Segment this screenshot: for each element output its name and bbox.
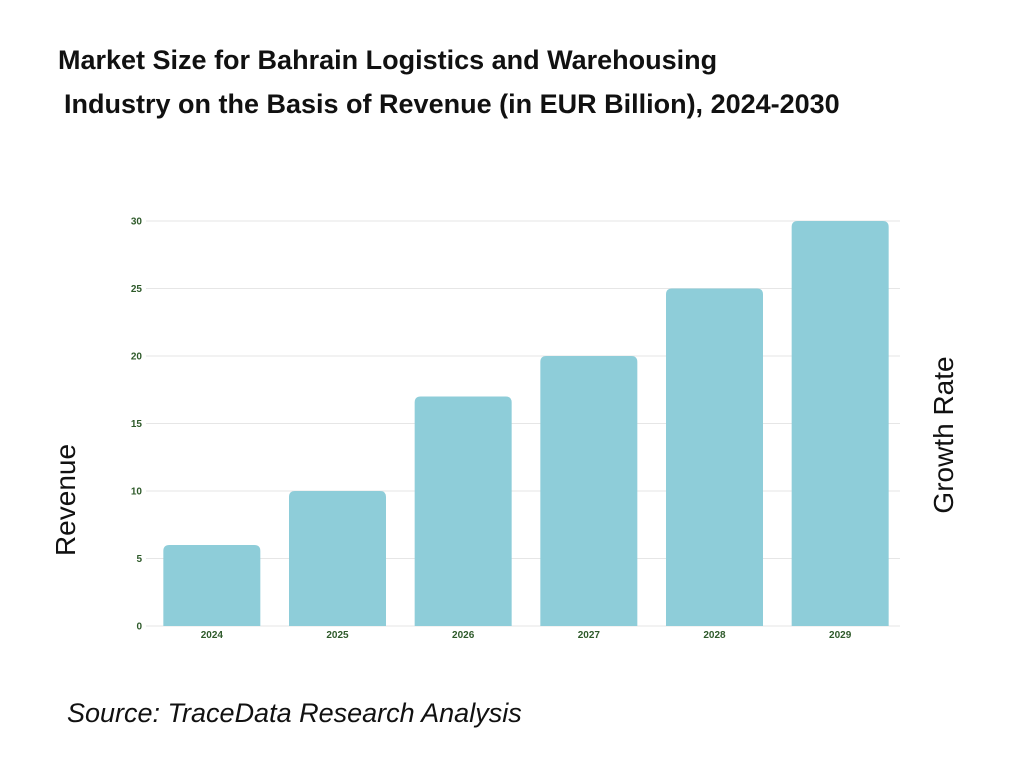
y-tick-label: 5: [136, 554, 142, 565]
x-tick-label: 2025: [326, 630, 349, 641]
y-axis-label: Revenue: [50, 443, 81, 557]
x-tick-labels: 2024 2025 2026 2027 2028 2029: [201, 630, 852, 641]
y-tick-label: 0: [136, 622, 142, 633]
bar-2024: [163, 545, 261, 626]
bar-2028: [666, 288, 763, 626]
y-tick-label: 30: [131, 217, 143, 228]
bar-2025: [289, 491, 386, 626]
y-tick-label: 10: [131, 487, 143, 498]
x-tick-label: 2029: [829, 630, 852, 641]
x-tick-label: 2026: [452, 630, 475, 641]
bar-2027: [540, 356, 638, 626]
bar-2029: [791, 221, 889, 626]
chart-title-line-1: Market Size for Bahrain Logistics and Wa…: [58, 45, 718, 75]
y-tick-label: 15: [131, 419, 143, 430]
bars: [163, 221, 889, 626]
chart-title-line-2: Industry on the Basis of Revenue (in EUR…: [64, 89, 840, 119]
x-tick-label: 2028: [703, 630, 726, 641]
source-note: Source: TraceData Research Analysis: [67, 698, 522, 728]
gridlines: [146, 220, 900, 627]
secondary-y-axis-label: Growth Rate: [928, 356, 959, 514]
y-tick-label: 20: [131, 352, 143, 363]
x-tick-label: 2027: [578, 630, 601, 641]
y-tick-label: 25: [131, 284, 143, 295]
y-tick-labels: 0 5 10 15 20 25 30: [131, 217, 143, 633]
chart-title: Market Size for Bahrain Logistics and Wa…: [58, 38, 978, 126]
bar-2026: [414, 396, 512, 626]
x-tick-label: 2024: [201, 630, 224, 641]
